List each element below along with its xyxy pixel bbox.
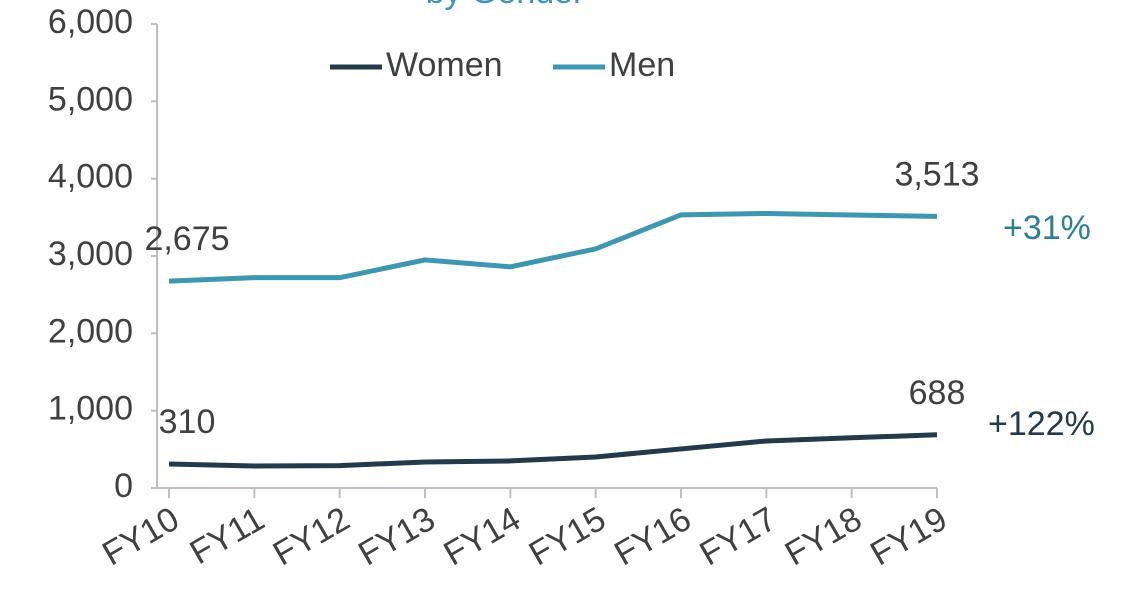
- y-tick-label: 0: [114, 467, 133, 505]
- x-tick-label: FY12: [267, 500, 356, 574]
- x-tick-label: FY15: [523, 500, 612, 574]
- x-tick-label: FY14: [437, 500, 526, 574]
- y-tick-label: 3,000: [48, 235, 133, 273]
- chart-title: by Gender: [426, 0, 585, 11]
- data-label: 2,675: [144, 220, 229, 258]
- annotation: +122%: [988, 405, 1095, 443]
- x-tick-label: FY13: [352, 500, 441, 574]
- x-tick-label: FY11: [184, 500, 271, 572]
- y-tick-label: 6,000: [48, 3, 133, 41]
- y-tick-label: 4,000: [48, 158, 133, 196]
- series-line: [168, 432, 938, 469]
- data-label: 688: [909, 374, 966, 412]
- data-label: 310: [159, 403, 216, 441]
- legend-label: Men: [609, 46, 675, 84]
- legend-label: Women: [386, 46, 503, 84]
- y-tick-label: 2,000: [48, 312, 133, 350]
- y-tick-label: 5,000: [48, 80, 133, 118]
- x-tick-label: FY10: [96, 500, 185, 574]
- x-tick-label: FY18: [779, 500, 868, 574]
- x-tick-label: FY16: [608, 500, 697, 574]
- x-tick-label: FY19: [864, 500, 953, 574]
- annotation: +31%: [1003, 209, 1091, 247]
- y-tick-label: 1,000: [48, 390, 133, 428]
- series-line: [168, 210, 938, 284]
- x-tick-label: FY17: [693, 500, 782, 574]
- data-label: 3,513: [894, 155, 979, 193]
